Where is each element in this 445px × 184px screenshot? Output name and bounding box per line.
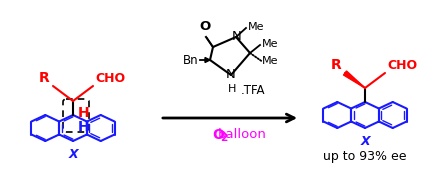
- Text: R: R: [39, 71, 50, 85]
- Text: X: X: [68, 148, 78, 161]
- Text: Me: Me: [248, 22, 264, 32]
- Polygon shape: [344, 71, 365, 88]
- Text: Me: Me: [262, 56, 279, 66]
- Polygon shape: [205, 57, 210, 63]
- Text: H: H: [78, 106, 89, 120]
- Text: .TFA: .TFA: [241, 84, 266, 97]
- Text: 2: 2: [220, 133, 228, 143]
- Text: O: O: [212, 128, 224, 142]
- Text: Me: Me: [262, 39, 279, 49]
- Text: CHO: CHO: [95, 72, 125, 85]
- Text: X: X: [360, 135, 370, 148]
- Text: balloon: balloon: [218, 128, 267, 141]
- Text: N: N: [232, 29, 242, 43]
- Text: O: O: [199, 20, 210, 33]
- Text: R: R: [331, 58, 342, 72]
- Text: H: H: [228, 84, 236, 94]
- Text: H: H: [78, 120, 89, 134]
- Text: N: N: [226, 68, 236, 82]
- Text: Bn: Bn: [182, 54, 198, 66]
- Text: up to 93% ee: up to 93% ee: [323, 150, 407, 163]
- Text: CHO: CHO: [387, 59, 417, 72]
